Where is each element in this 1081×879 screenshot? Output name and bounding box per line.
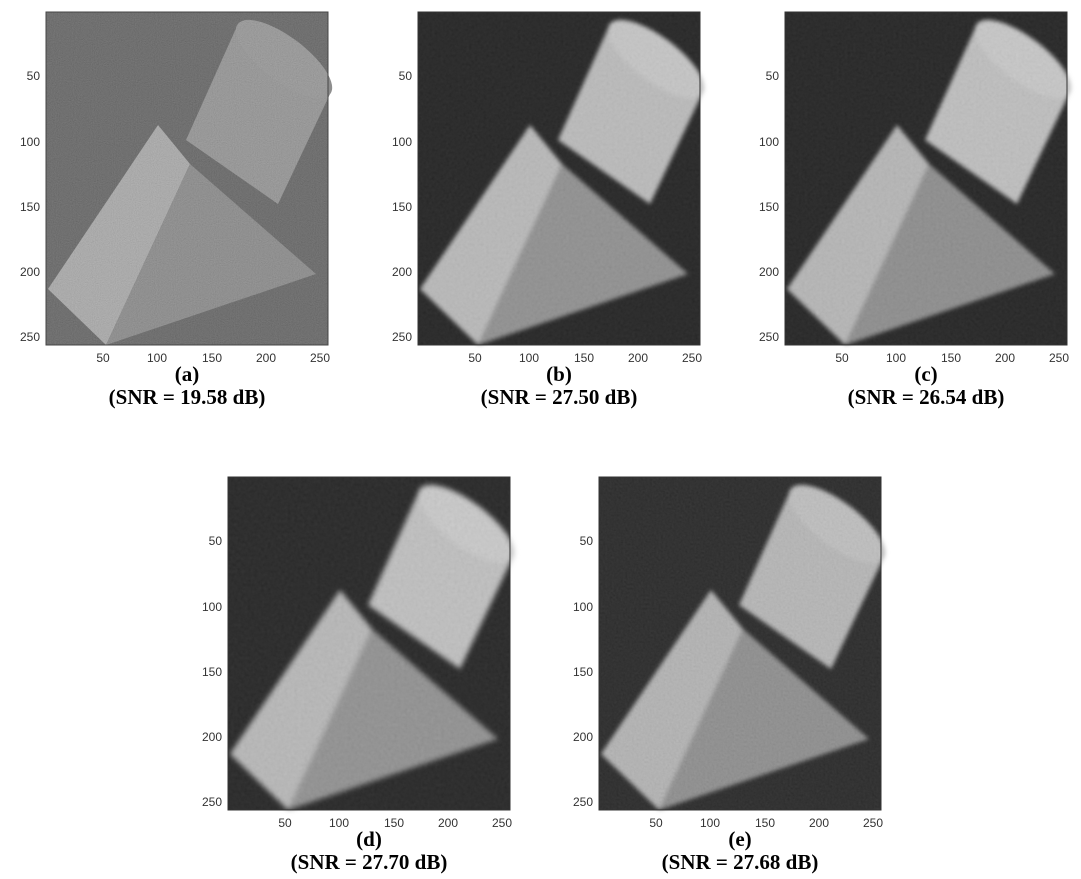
snr-label: (SNR = 27.68 dB) — [661, 850, 819, 874]
x-tick: 250 — [863, 816, 883, 830]
panel-label: (b) — [546, 362, 572, 386]
x-tick: 100 — [519, 351, 539, 365]
y-axis-ticks: 50 100 150 200 250 — [20, 69, 40, 344]
panel-e-figure: 50 100 150 200 250 50 100 150 200 250 — [573, 476, 886, 830]
y-tick: 250 — [573, 795, 593, 809]
x-tick: 50 — [649, 816, 663, 830]
panel-e: 50 100 150 200 250 50 100 150 200 250 — [553, 465, 898, 830]
x-axis-ticks: 50 100 150 200 250 — [278, 816, 512, 830]
x-tick: 150 — [202, 351, 222, 365]
snr-label: (SNR = 27.50 dB) — [480, 385, 638, 409]
panel-label: (e) — [728, 827, 752, 851]
x-tick: 100 — [147, 351, 167, 365]
x-tick: 50 — [96, 351, 110, 365]
x-axis-ticks: 50 100 150 200 250 — [835, 351, 1069, 365]
x-tick: 50 — [468, 351, 482, 365]
x-tick: 100 — [886, 351, 906, 365]
snr-label: (SNR = 27.70 dB) — [290, 850, 448, 874]
panel-c-caption: (c) (SNR = 26.54 dB) — [785, 363, 1067, 409]
y-tick: 200 — [759, 265, 779, 279]
y-tick: 150 — [392, 200, 412, 214]
x-axis-ticks: 50 100 150 200 250 — [468, 351, 702, 365]
x-tick: 200 — [995, 351, 1015, 365]
x-tick: 250 — [310, 351, 330, 365]
y-tick: 50 — [766, 69, 780, 83]
x-tick: 100 — [329, 816, 349, 830]
y-tick: 100 — [202, 600, 222, 614]
y-tick: 100 — [392, 135, 412, 149]
x-tick: 200 — [256, 351, 276, 365]
x-tick: 100 — [700, 816, 720, 830]
y-tick: 100 — [573, 600, 593, 614]
y-tick: 50 — [580, 534, 594, 548]
panel-b: 50 100 150 200 250 50 100 150 200 250 — [372, 0, 717, 365]
y-tick: 100 — [20, 135, 40, 149]
y-tick: 50 — [399, 69, 413, 83]
y-axis-ticks: 50 100 150 200 250 — [202, 534, 222, 809]
panel-c: 50 100 150 200 250 50 100 150 200 250 — [739, 0, 1081, 365]
panel-d-figure: 50 100 150 200 250 50 100 150 200 250 — [202, 476, 515, 830]
panel-b-caption: (b) (SNR = 27.50 dB) — [418, 363, 700, 409]
x-tick: 150 — [384, 816, 404, 830]
x-tick: 250 — [492, 816, 512, 830]
y-tick: 200 — [20, 265, 40, 279]
x-axis-ticks: 50 100 150 200 250 — [649, 816, 883, 830]
y-tick: 200 — [202, 730, 222, 744]
y-axis-ticks: 50 100 150 200 250 — [573, 534, 593, 809]
y-tick: 250 — [202, 795, 222, 809]
panel-a-caption: (a) (SNR = 19.58 dB) — [46, 363, 328, 409]
y-axis-ticks: 50 100 150 200 250 — [392, 69, 412, 344]
panel-a: 50 100 150 200 250 50 100 150 200 250 — [0, 0, 345, 365]
y-tick: 50 — [27, 69, 41, 83]
x-tick: 150 — [755, 816, 775, 830]
x-axis-ticks: 50 100 150 200 250 — [96, 351, 330, 365]
panel-d: 50 100 150 200 250 50 100 150 200 250 — [182, 465, 527, 830]
panel-label: (d) — [356, 827, 382, 851]
x-tick: 250 — [1049, 351, 1069, 365]
x-tick: 200 — [628, 351, 648, 365]
panel-b-figure: 50 100 150 200 250 50 100 150 200 250 — [392, 11, 705, 365]
y-tick: 200 — [573, 730, 593, 744]
y-tick: 50 — [209, 534, 223, 548]
y-tick: 150 — [573, 665, 593, 679]
y-axis-ticks: 50 100 150 200 250 — [759, 69, 779, 344]
y-tick: 250 — [392, 330, 412, 344]
snr-label: (SNR = 19.58 dB) — [108, 385, 266, 409]
y-tick: 150 — [20, 200, 40, 214]
panel-a-figure: 50 100 150 200 250 50 100 150 200 250 — [20, 11, 333, 365]
y-tick: 200 — [392, 265, 412, 279]
panel-c-figure: 50 100 150 200 250 50 100 150 200 250 — [759, 11, 1072, 365]
x-tick: 50 — [278, 816, 292, 830]
x-tick: 200 — [809, 816, 829, 830]
y-tick: 150 — [202, 665, 222, 679]
y-tick: 100 — [759, 135, 779, 149]
panel-d-caption: (d) (SNR = 27.70 dB) — [228, 828, 510, 874]
y-tick: 250 — [20, 330, 40, 344]
x-tick: 150 — [941, 351, 961, 365]
snr-label: (SNR = 26.54 dB) — [847, 385, 1005, 409]
x-tick: 50 — [835, 351, 849, 365]
panel-label: (a) — [174, 362, 200, 386]
x-tick: 250 — [682, 351, 702, 365]
y-tick: 150 — [759, 200, 779, 214]
panel-label: (c) — [914, 362, 938, 386]
panel-e-caption: (e) (SNR = 27.68 dB) — [599, 828, 881, 874]
x-tick: 150 — [574, 351, 594, 365]
y-tick: 250 — [759, 330, 779, 344]
x-tick: 200 — [438, 816, 458, 830]
